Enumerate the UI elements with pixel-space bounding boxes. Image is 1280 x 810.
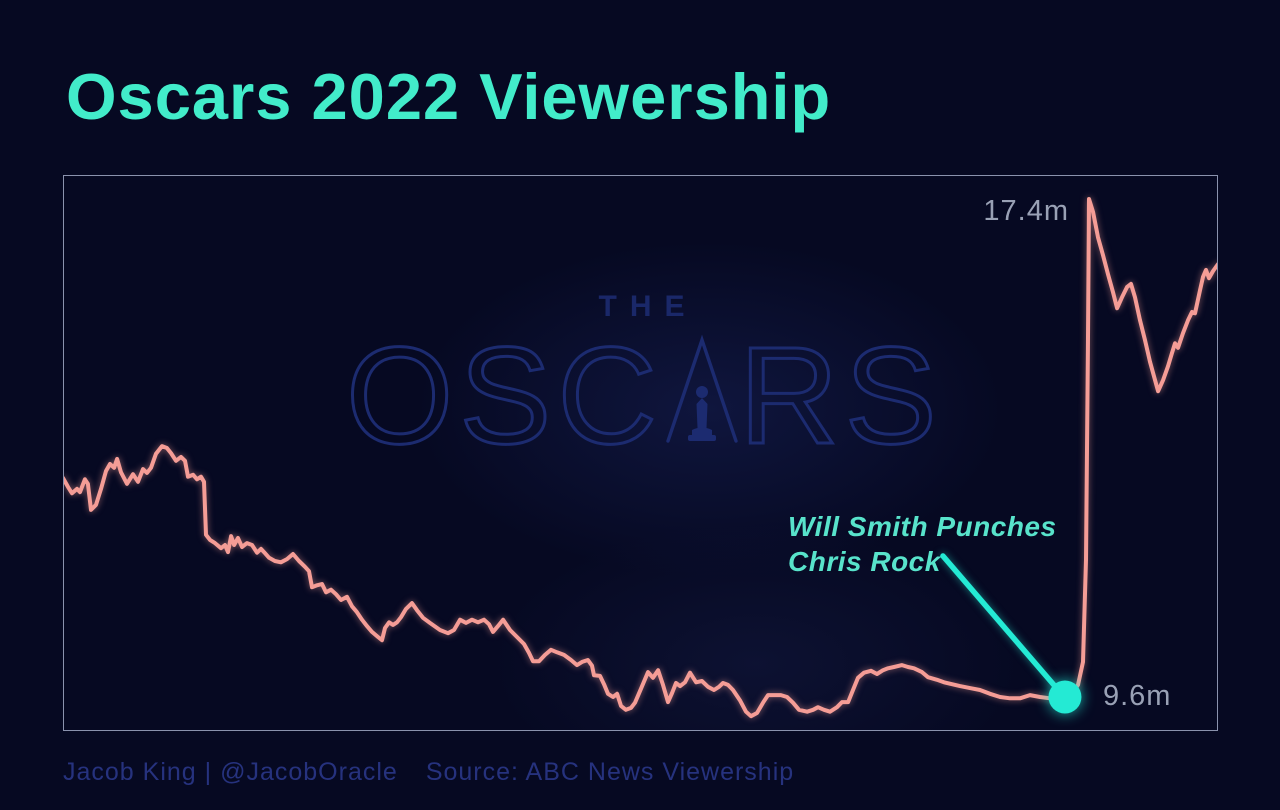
source-credit: Source: ABC News Viewership — [425, 758, 795, 786]
event-annotation-line1: Will Smith Punches — [788, 511, 1057, 542]
event-annotation: Will Smith Punches Chris Rock — [788, 509, 1057, 579]
page-title: Oscars 2022 Viewership — [66, 60, 832, 133]
event-annotation-line2: Chris Rock — [788, 546, 941, 577]
dip-value-label: 9.6m — [1102, 680, 1172, 712]
footer-credit-line: Jacob King | @JacobOracle Source: ABC New… — [63, 758, 794, 787]
author-credit: Jacob King | @JacobOracle — [63, 758, 398, 786]
chart-plot-area — [63, 175, 1218, 731]
peak-value-label: 17.4m — [983, 195, 1069, 227]
